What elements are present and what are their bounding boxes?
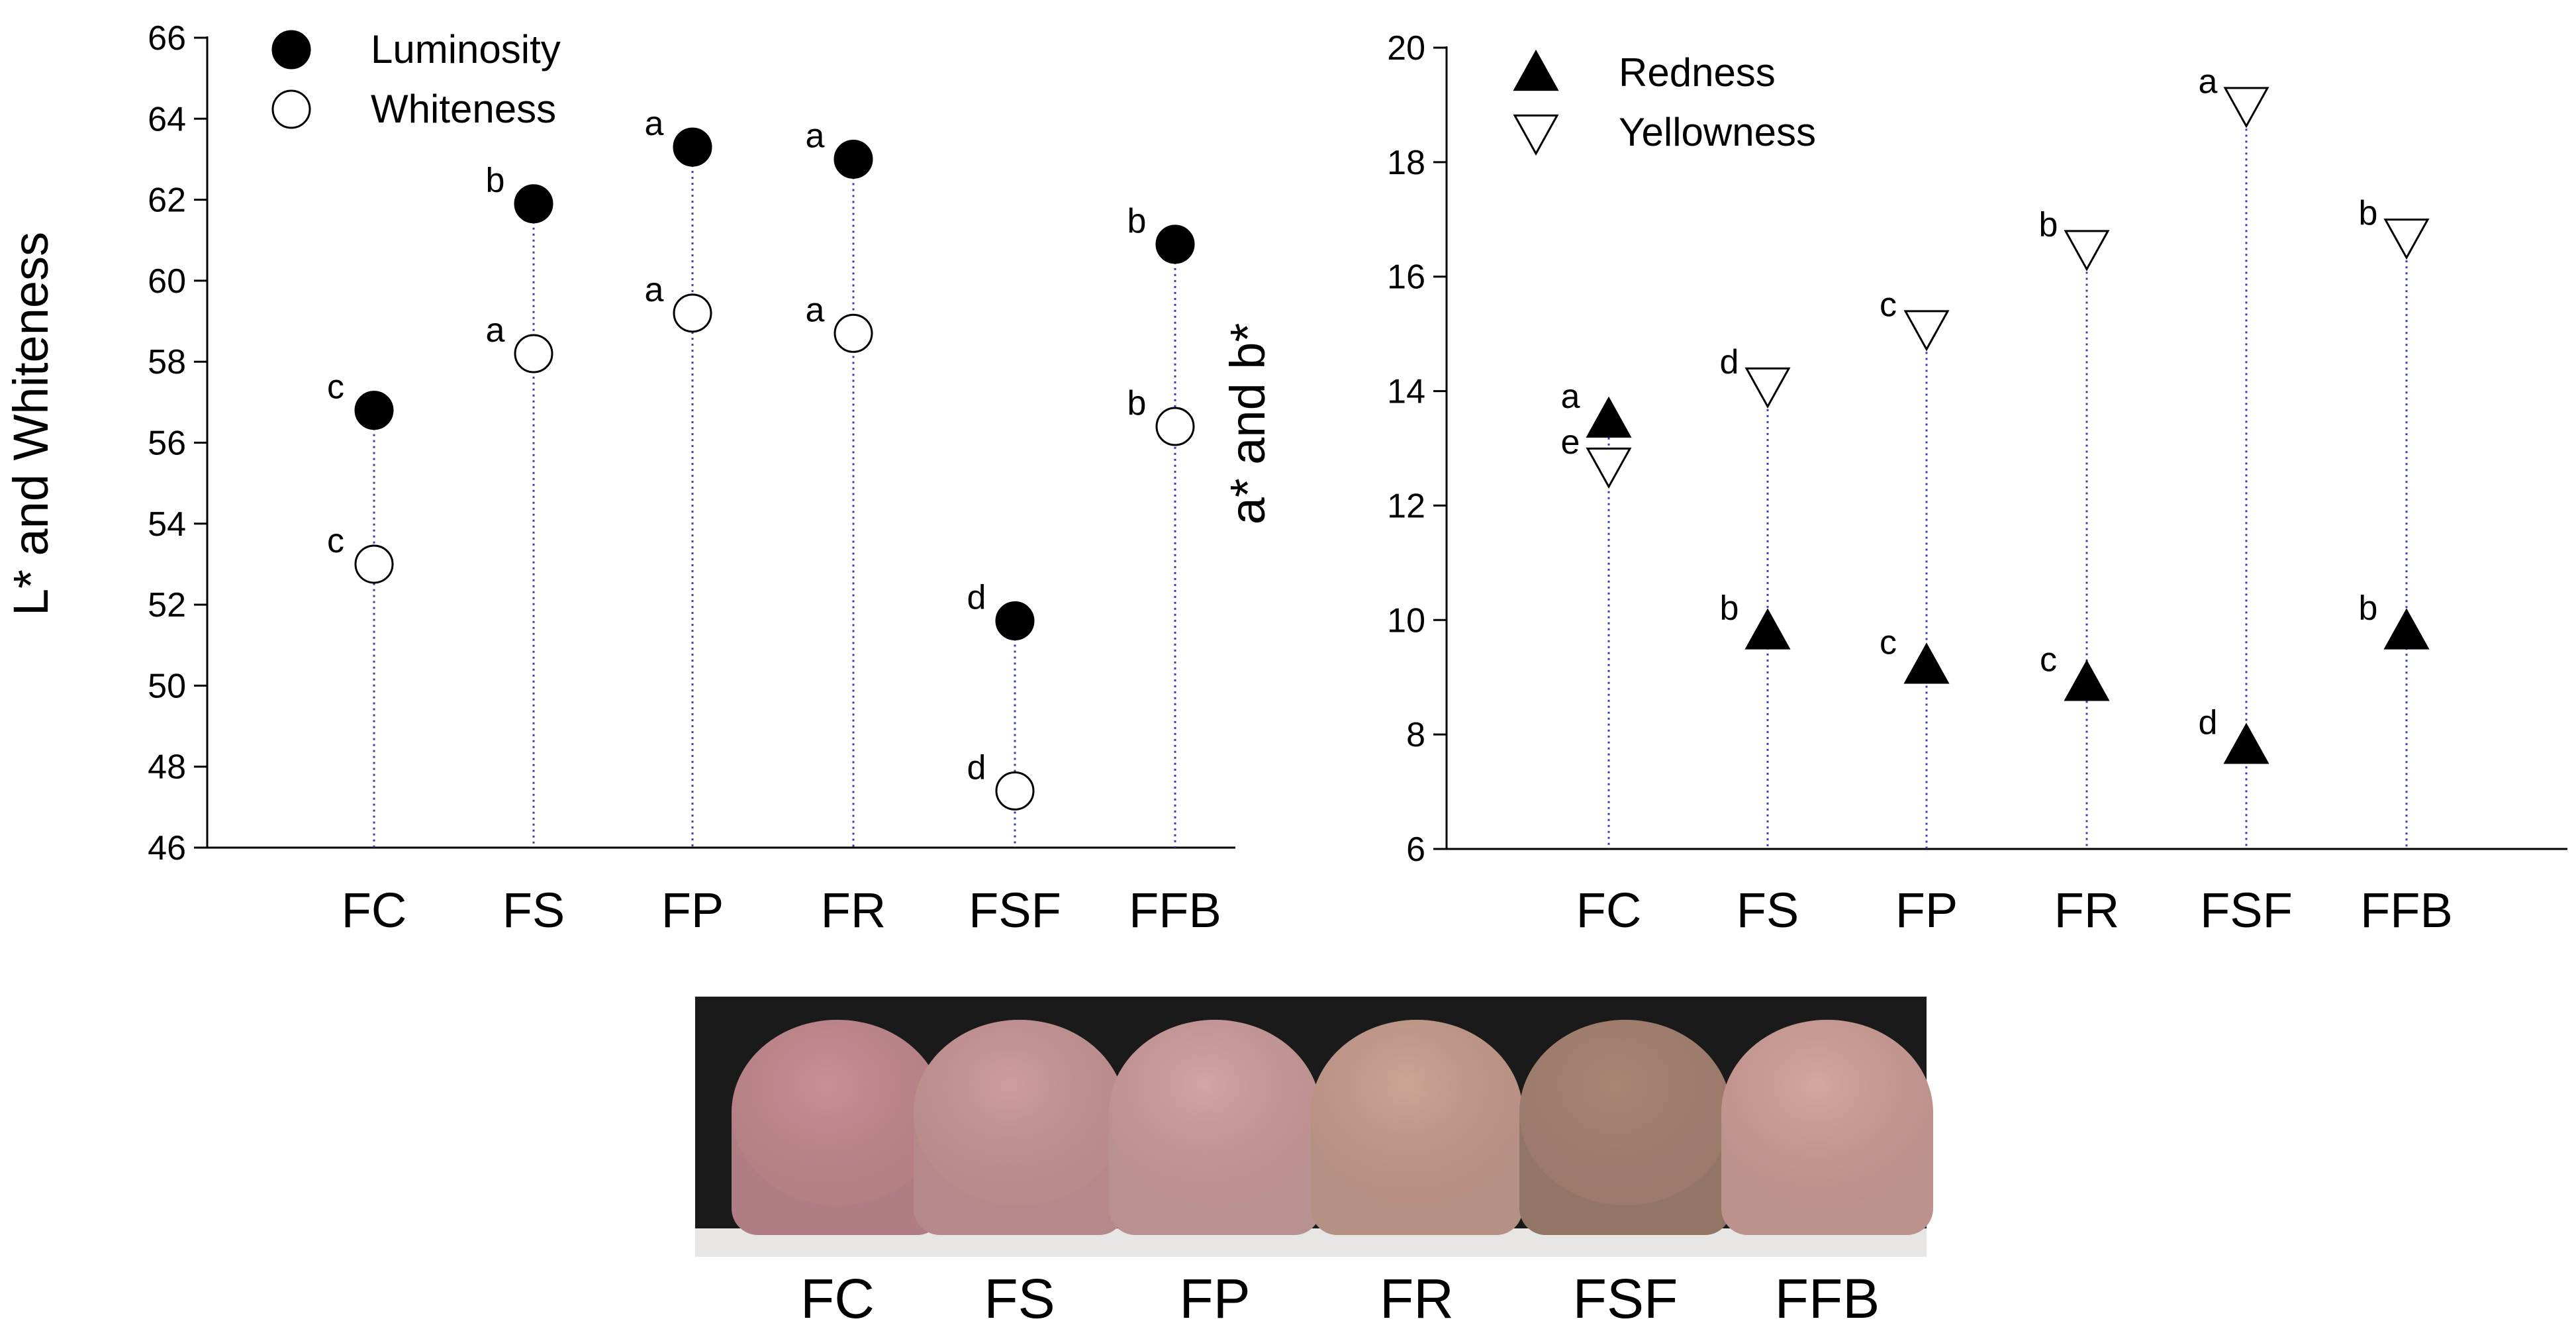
significance-label: b bbox=[2359, 589, 2378, 628]
y-tick-label: 12 bbox=[1387, 487, 1425, 525]
legend-yellowness-label: Yellowness bbox=[1619, 110, 1816, 154]
x-tick-label: FS bbox=[502, 883, 565, 938]
x-tick-label: FSF bbox=[969, 883, 1061, 938]
significance-label: a bbox=[645, 105, 664, 143]
significance-label: a bbox=[806, 117, 825, 155]
whiteness-point bbox=[1155, 407, 1195, 446]
sausage-photo: FC FS FP FR FSF FFB bbox=[695, 997, 1933, 1330]
x-tick-label: FFB bbox=[1129, 883, 1221, 938]
significance-label: d bbox=[1720, 343, 1739, 381]
legend-redness-marker bbox=[1513, 49, 1559, 91]
significance-label: d bbox=[967, 748, 986, 787]
photo-sample-label: FFB bbox=[1775, 1267, 1880, 1330]
redness-yellowness-chart: 6 8 10 12 14 16 18 20 a* and b* FC FS FP FR FSF FFB a b c… bbox=[1220, 29, 2567, 938]
y-tick-label: 64 bbox=[148, 100, 186, 138]
luminosity-point bbox=[995, 601, 1035, 641]
yellowness-point bbox=[2064, 230, 2110, 272]
yellowness-point bbox=[2383, 219, 2430, 260]
significance-label: d bbox=[2199, 703, 2218, 742]
y-tick-label: 18 bbox=[1387, 144, 1425, 182]
significance-label: a bbox=[2199, 62, 2218, 101]
photo-sample-label: FC bbox=[800, 1267, 875, 1330]
y-tick-label: 66 bbox=[148, 19, 186, 58]
legend-luminosity-marker bbox=[271, 30, 311, 70]
x-tick-label: FS bbox=[1737, 883, 1799, 938]
significance-label: c bbox=[1880, 623, 1897, 662]
significance-label: a bbox=[1561, 377, 1580, 416]
luminosity-point bbox=[1155, 224, 1195, 264]
y-axis-label: a* and b* bbox=[1220, 323, 1275, 525]
whiteness-point bbox=[834, 313, 873, 353]
whiteness-point bbox=[995, 771, 1035, 811]
luminosity-point bbox=[673, 127, 712, 167]
x-tick-label: FC bbox=[1576, 883, 1642, 938]
significance-label: c bbox=[1880, 286, 1897, 324]
legend-whiteness-marker bbox=[271, 89, 311, 129]
y-tick-label: 20 bbox=[1387, 29, 1425, 68]
yellowness-point bbox=[1903, 310, 1950, 352]
yellowness-point bbox=[1744, 367, 1791, 409]
x-tick-label: FR bbox=[2054, 883, 2120, 938]
x-tick-label: FFB bbox=[2360, 883, 2453, 938]
photo-sample-label: FP bbox=[1179, 1267, 1250, 1330]
legend-yellowness-marker bbox=[1513, 114, 1559, 156]
y-tick-label: 56 bbox=[148, 424, 186, 463]
x-tick-label: FP bbox=[661, 883, 724, 938]
y-tick-label: 52 bbox=[148, 586, 186, 624]
y-tick-label: 46 bbox=[148, 829, 186, 867]
luminosity-whiteness-chart: 46 48 50 52 54 56 58 60 62 64 66 L* and Whiteness FC… bbox=[3, 19, 1235, 938]
legend-whiteness-label: Whiteness bbox=[371, 87, 556, 131]
photo-sample-label: FS bbox=[984, 1267, 1055, 1330]
redness-point bbox=[1744, 608, 1791, 650]
redness-point bbox=[2223, 722, 2269, 764]
significance-label: b bbox=[486, 162, 505, 200]
y-tick-label: 50 bbox=[148, 667, 186, 705]
redness-point bbox=[2064, 660, 2110, 701]
y-tick-label: 62 bbox=[148, 181, 186, 220]
legend-luminosity-label: Luminosity bbox=[371, 27, 561, 72]
whiteness-point bbox=[354, 544, 394, 584]
yellowness-point bbox=[2223, 87, 2269, 128]
significance-label: b bbox=[2039, 206, 2058, 244]
y-tick-label: 10 bbox=[1387, 601, 1425, 640]
x-tick-label: FR bbox=[821, 883, 886, 938]
y-tick-label: 16 bbox=[1387, 258, 1425, 297]
whiteness-point bbox=[673, 293, 712, 333]
legend-redness-label: Redness bbox=[1619, 50, 1776, 95]
luminosity-point bbox=[354, 391, 394, 430]
significance-label: b bbox=[1720, 589, 1739, 628]
yellowness-point bbox=[1586, 447, 1632, 489]
significance-label: e bbox=[1561, 423, 1580, 462]
photo-sample-label: FSF bbox=[1573, 1267, 1678, 1330]
redness-point bbox=[1586, 396, 1632, 438]
redness-point bbox=[1903, 642, 1950, 684]
significance-label: a bbox=[645, 271, 664, 309]
luminosity-point bbox=[834, 139, 873, 179]
y-axis-label: L* and Whiteness bbox=[3, 232, 58, 616]
redness-point bbox=[2383, 608, 2430, 650]
y-tick-label: 6 bbox=[1406, 830, 1425, 869]
significance-label: d bbox=[967, 579, 986, 617]
significance-label: a bbox=[806, 291, 825, 329]
significance-label: c bbox=[327, 368, 344, 407]
y-tick-label: 58 bbox=[148, 343, 186, 381]
y-tick-label: 14 bbox=[1387, 373, 1425, 411]
significance-label: b bbox=[1127, 384, 1147, 422]
whiteness-point bbox=[514, 334, 553, 373]
x-tick-label: FSF bbox=[2200, 883, 2293, 938]
y-tick-label: 54 bbox=[148, 505, 186, 544]
luminosity-point bbox=[514, 184, 553, 224]
significance-label: b bbox=[2359, 194, 2378, 232]
significance-label: a bbox=[486, 311, 505, 350]
significance-label: b bbox=[1127, 202, 1147, 240]
y-tick-label: 60 bbox=[148, 262, 186, 301]
significance-label: c bbox=[2040, 640, 2057, 679]
significance-label: c bbox=[327, 522, 344, 560]
y-tick-label: 8 bbox=[1406, 716, 1425, 754]
x-tick-label: FC bbox=[342, 883, 407, 938]
photo-sample-label: FR bbox=[1380, 1267, 1454, 1330]
x-tick-label: FP bbox=[1895, 883, 1958, 938]
y-tick-label: 48 bbox=[148, 748, 186, 787]
